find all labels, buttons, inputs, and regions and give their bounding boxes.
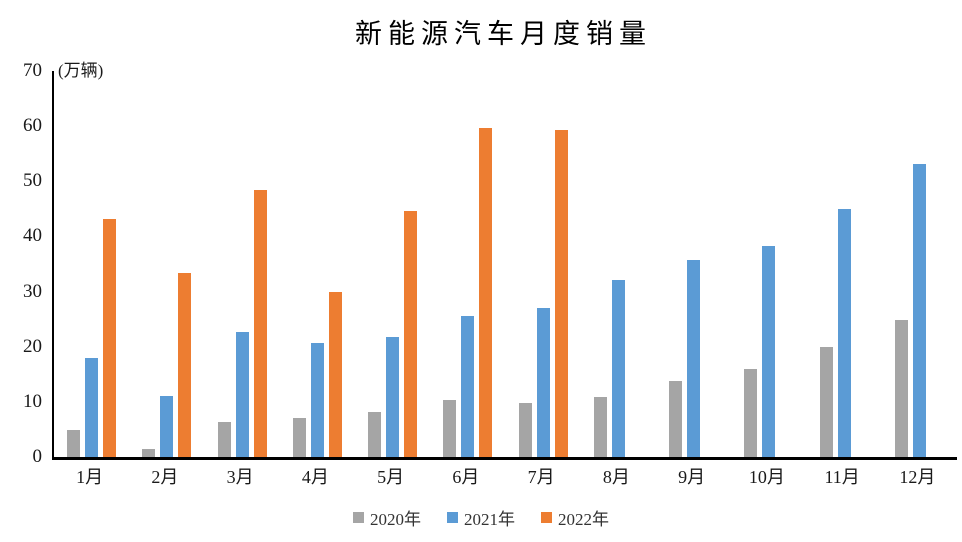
x-axis-label-5月: 5月	[377, 467, 405, 487]
bar-2020年-4月	[292, 418, 306, 457]
bar-2021年-6月	[461, 316, 475, 457]
x-axis-label-12月: 12月	[899, 467, 936, 487]
y-axis-label-30: 30	[23, 280, 42, 302]
bar-2022年-3月	[253, 190, 267, 457]
bar-group-4月	[280, 71, 355, 457]
x-axis-label-9月: 9月	[678, 467, 706, 487]
x-axis-label-7月: 7月	[527, 467, 555, 487]
y-axis-label-60: 60	[23, 115, 42, 137]
legend-label: 2021年	[464, 510, 515, 529]
bar-2022年-1月	[103, 219, 117, 457]
bar-2020年-6月	[443, 400, 457, 457]
y-axis-label-50: 50	[23, 170, 42, 192]
bar-2020年-7月	[518, 403, 532, 457]
bar-2021年-1月	[85, 358, 99, 457]
bar-2020年-12月	[894, 320, 908, 457]
y-axis-label-10: 10	[23, 390, 42, 412]
y-axis-label-40: 40	[23, 225, 42, 247]
bar-2021年-9月	[687, 260, 701, 457]
y-axis-tick-labels: 0 10 20 30 40 50 60 70	[0, 0, 44, 542]
bar-group-11月	[807, 71, 882, 457]
y-axis-label-70: 70	[23, 60, 42, 81]
bar-2021年-8月	[611, 280, 625, 457]
legend-swatch-icon	[353, 512, 364, 523]
bar-group-6月	[430, 71, 505, 457]
legend-label: 2022年	[558, 510, 609, 529]
bar-2020年-11月	[819, 347, 833, 457]
y-axis-unit-label: (万辆)	[58, 61, 104, 80]
bar-series-container	[54, 71, 957, 457]
x-axis-label-4月: 4月	[301, 467, 329, 487]
x-axis-label-11月: 11月	[824, 467, 860, 487]
bar-2021年-12月	[912, 164, 926, 457]
legend-label: 2020年	[370, 510, 421, 529]
legend-item-2021年: 2021年	[447, 505, 515, 530]
bar-group-5月	[355, 71, 430, 457]
plot-area	[52, 71, 957, 460]
bar-group-9月	[656, 71, 731, 457]
bar-2021年-10月	[762, 246, 776, 457]
y-axis-label-0: 0	[32, 446, 43, 467]
x-axis-label-6月: 6月	[452, 467, 480, 487]
bar-2021年-5月	[386, 337, 400, 457]
chart-title: 新能源汽车月度销量	[355, 19, 652, 49]
bar-2020年-10月	[744, 369, 758, 457]
bar-2022年-5月	[404, 211, 418, 457]
x-axis-label-10月: 10月	[748, 467, 785, 487]
bar-2021年-11月	[837, 209, 851, 457]
legend-swatch-icon	[447, 512, 458, 523]
bar-2022年-4月	[328, 292, 342, 457]
x-axis-label-1月: 1月	[76, 467, 104, 487]
legend-item-2020年: 2020年	[353, 505, 421, 530]
x-axis-tick-labels: 1月 2月 3月 4月 5月 6月 7月 8月 9月 10月 11月 12月	[52, 463, 955, 489]
bar-2020年-9月	[669, 381, 683, 457]
bar-group-8月	[581, 71, 656, 457]
legend: 2020年 2021年 2022年	[0, 505, 962, 530]
bar-2021年-4月	[310, 343, 324, 457]
bar-2020年-5月	[368, 412, 382, 457]
x-axis-label-3月: 3月	[226, 467, 254, 487]
x-axis-label-2月: 2月	[151, 467, 179, 487]
bar-group-10月	[731, 71, 806, 457]
bar-2020年-2月	[142, 449, 156, 457]
bar-2020年-8月	[593, 397, 607, 457]
bar-2022年-2月	[178, 273, 192, 457]
legend-item-2022年: 2022年	[541, 505, 609, 530]
bar-2021年-3月	[235, 332, 249, 457]
bar-group-1月	[54, 71, 129, 457]
bar-group-3月	[205, 71, 280, 457]
bar-2022年-6月	[479, 128, 493, 457]
y-axis-label-20: 20	[23, 335, 42, 357]
bar-2022年-7月	[554, 130, 568, 457]
bar-2021年-7月	[536, 308, 550, 457]
legend-swatch-icon	[541, 512, 552, 523]
bar-2021年-2月	[160, 396, 174, 457]
bar-2020年-1月	[67, 430, 81, 457]
bar-group-7月	[506, 71, 581, 457]
x-axis-label-8月: 8月	[602, 467, 630, 487]
bar-group-12月	[882, 71, 957, 457]
bar-2020年-3月	[217, 422, 231, 457]
bar-group-2月	[129, 71, 204, 457]
